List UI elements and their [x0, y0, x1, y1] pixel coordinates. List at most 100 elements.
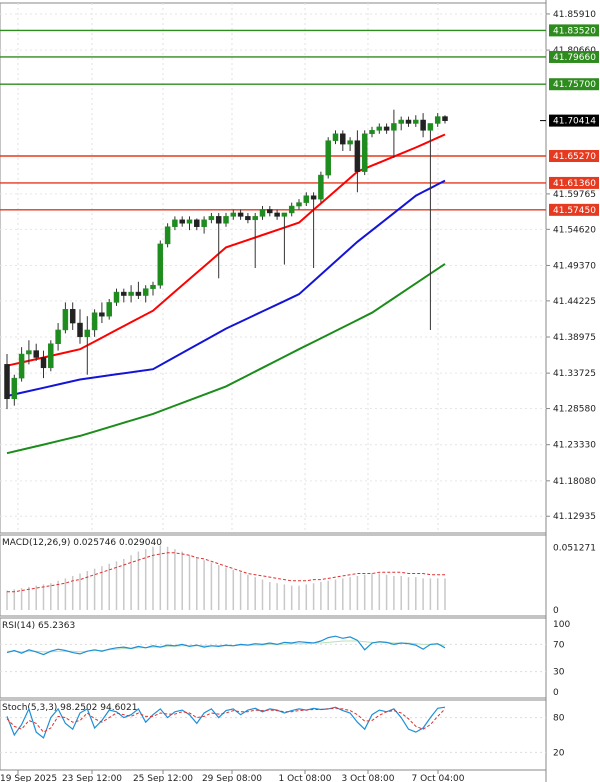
- candle-down: [267, 209, 273, 214]
- level-label: 41.65270: [553, 152, 596, 162]
- candle-down: [245, 216, 251, 221]
- macd-signal-line: [7, 552, 445, 593]
- candle-down: [33, 350, 39, 358]
- level-label: 41.57450: [553, 206, 596, 216]
- price-tick-label: 41.28580: [553, 405, 596, 415]
- candle-up: [18, 353, 25, 379]
- candle-down: [135, 291, 142, 296]
- level-label: 41.75700: [553, 80, 596, 90]
- candle-up: [288, 205, 295, 214]
- macd-tick-label: 0: [553, 606, 559, 616]
- candle-down: [215, 216, 222, 224]
- candle-down: [442, 116, 448, 121]
- price-tick-label: 41.85910: [553, 10, 596, 20]
- x-axis: 19 Sep 2025 23 Sep 12:00 25 Sep 12:00 29 Se…: [0, 770, 465, 782]
- macd-tick-label: 0.051271: [553, 544, 596, 554]
- level-label-bg: [549, 78, 599, 91]
- stoch-tick-label: 20: [553, 748, 565, 758]
- level-label-bg: [549, 24, 599, 37]
- candle-up: [186, 219, 193, 224]
- level-label-bg: [549, 203, 599, 216]
- candle-up: [26, 350, 32, 355]
- rsi-tick-label: 100: [553, 620, 570, 630]
- stoch-tick-label: 80: [553, 714, 565, 724]
- candle-up: [164, 226, 171, 245]
- price-tick-label: 41.38975: [553, 333, 596, 343]
- candle-up: [128, 291, 134, 296]
- price-plot-frame: [0, 2, 547, 534]
- x-tick-label: 19 Sep 2025: [0, 774, 57, 782]
- candle-up: [55, 329, 61, 344]
- x-tick-label: 25 Sep 12:00: [133, 774, 193, 782]
- candle-up: [223, 216, 229, 224]
- candle-up: [296, 202, 302, 207]
- candle-up: [252, 216, 258, 221]
- x-tick-label: 29 Sep 08:00: [202, 774, 262, 782]
- level-label-bg: [549, 150, 599, 163]
- candle-up: [413, 119, 419, 124]
- candle-down: [194, 219, 200, 227]
- candle-down: [179, 219, 185, 224]
- candle-up: [259, 209, 266, 217]
- stoch-d-line: [6, 707, 446, 733]
- candle-up: [325, 140, 331, 176]
- candle-up: [62, 309, 69, 331]
- macd-title: MACD(12,26,9) 0.025746 0.029040: [2, 538, 162, 548]
- rsi-line: [6, 635, 446, 656]
- stoch-k-line: [6, 706, 446, 739]
- price-tick-label: 41.18080: [553, 477, 596, 487]
- candle-up: [398, 119, 404, 124]
- candle-up: [11, 377, 18, 400]
- candle-down: [274, 212, 280, 217]
- price-tick-label: 41.23330: [553, 441, 596, 451]
- candle-up: [347, 140, 353, 145]
- price-tick-label: 41.49370: [553, 261, 596, 271]
- x-tick-label: 7 Oct 04:00: [412, 774, 465, 782]
- candle-down: [310, 195, 317, 200]
- rsi-title: RSI(14) 65.2363: [2, 621, 75, 631]
- candle-up: [230, 212, 237, 217]
- candle-down: [383, 126, 390, 131]
- stoch-plot-frame: [0, 699, 547, 771]
- rsi-tick-label: 0: [553, 688, 559, 698]
- stoch-panel: Stoch(5,3,3) 98.2502 94.6021 80 20: [0, 699, 565, 771]
- rsi-panel: RSI(14) 65.2363 100 70 30 0: [0, 617, 570, 699]
- candle-up: [157, 243, 164, 286]
- candle-up: [142, 288, 149, 296]
- candle-up: [172, 219, 178, 227]
- candle-up: [332, 133, 339, 141]
- candle-up: [48, 343, 54, 369]
- candle-up: [208, 216, 215, 221]
- candle-down: [405, 119, 412, 124]
- candle-down: [77, 322, 83, 338]
- level-label: 41.61360: [553, 179, 596, 189]
- candle-down: [340, 133, 346, 145]
- candle-up: [361, 133, 368, 172]
- candle-up: [369, 130, 375, 135]
- level-label-bg: [549, 50, 599, 63]
- price-tick-label: 41.33725: [553, 369, 596, 379]
- candle-up: [391, 123, 397, 131]
- candle-up: [84, 329, 91, 338]
- candle-up: [434, 116, 441, 124]
- candle-up: [376, 126, 383, 131]
- level-label: 41.79660: [553, 53, 596, 63]
- price-tick-label: 41.54620: [553, 225, 596, 235]
- candle-down: [420, 119, 426, 131]
- ma-line: [6, 133, 446, 367]
- candle-down: [4, 364, 10, 400]
- price-tick-label: 41.59765: [553, 190, 596, 200]
- candle-up: [318, 174, 324, 200]
- candle-down: [354, 140, 361, 172]
- ma-line: [6, 263, 446, 455]
- candle-up: [303, 195, 310, 203]
- current-price-bg: [549, 114, 599, 127]
- candle-up: [150, 284, 156, 289]
- ma-line: [6, 179, 446, 397]
- rsi-tick-label: 70: [553, 640, 565, 650]
- candle-up: [427, 123, 434, 131]
- candle-down: [121, 291, 127, 296]
- level-label: 41.83520: [553, 26, 596, 36]
